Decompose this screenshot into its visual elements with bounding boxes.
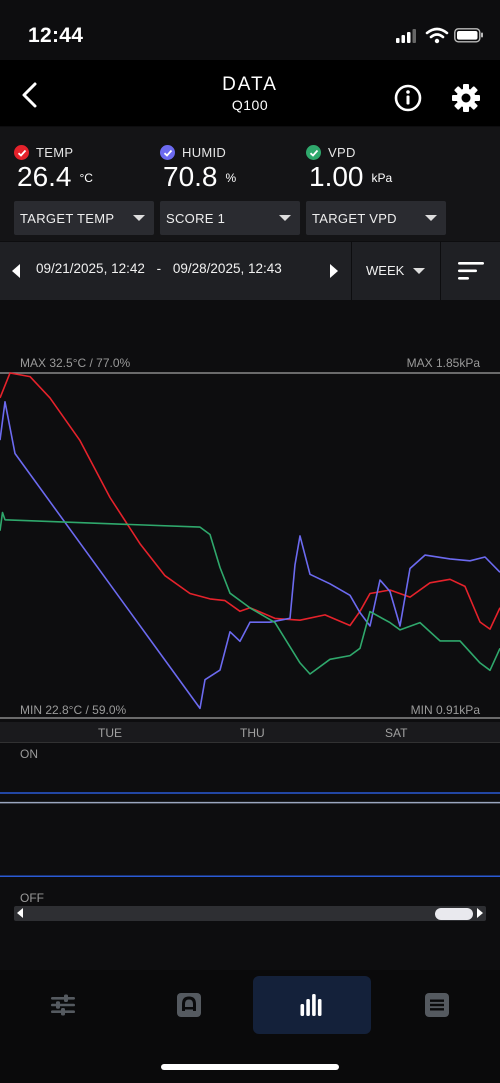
reading-label: TEMP (36, 145, 74, 160)
chart-area[interactable] (0, 302, 500, 722)
reading-label: HUMID (182, 145, 227, 160)
nav-data[interactable] (253, 976, 371, 1034)
gear-icon[interactable] (447, 79, 485, 117)
header-bar (0, 60, 500, 126)
check-icon (160, 145, 175, 160)
next-range-icon[interactable] (318, 242, 350, 300)
reading-value: 70.8 (163, 161, 218, 192)
series-layer (0, 372, 500, 710)
select-label: SCORE 1 (166, 210, 226, 226)
scroll-right-icon[interactable] (475, 907, 485, 919)
day-tick-label: TUE (98, 726, 122, 740)
series-line-humid (0, 400, 500, 710)
divider (440, 242, 441, 300)
target-temp-select[interactable]: TARGET TEMP (14, 201, 154, 235)
home-indicator[interactable] (161, 1064, 339, 1070)
target-vpd-select[interactable]: TARGET VPD (306, 201, 446, 235)
caret-down-icon (133, 215, 145, 221)
series-line-vpd (0, 511, 500, 675)
select-label: TARGET TEMP (20, 210, 115, 226)
sort-icon[interactable] (441, 242, 500, 300)
max-left-label: MAX 32.5°C / 77.0% (20, 356, 131, 370)
on-off-layer (0, 792, 500, 877)
range-start: 09/21/2025, 12:42 (36, 261, 145, 276)
caret-down-icon (279, 215, 291, 221)
reading-value: 1.00 (309, 161, 364, 192)
cellular-signal-icon (396, 29, 416, 43)
nav-device[interactable] (130, 976, 248, 1034)
caret-down-icon (425, 215, 437, 221)
wifi-icon (425, 27, 449, 44)
info-icon[interactable] (390, 80, 426, 116)
page-subtitle: Q100 (231, 97, 269, 113)
day-axis (0, 722, 500, 742)
readings-panel: TEMP 26.4 °C TARGET TEMP HUMID 70.8% SCOR… (0, 127, 500, 241)
select-label: TARGET VPD (312, 210, 397, 226)
score-select[interactable]: SCORE 1 (160, 201, 300, 235)
battery-icon (454, 28, 483, 43)
scroll-left-icon[interactable] (15, 907, 25, 919)
prev-range-icon[interactable] (0, 242, 34, 300)
max-right-label: MAX 1.85kPa (406, 356, 480, 370)
check-icon (14, 145, 29, 160)
caret-down-icon (413, 268, 425, 274)
chart-scrollbar[interactable] (14, 906, 486, 921)
min-left-label: MIN 22.8°C / 59.0% (20, 703, 127, 717)
reading-label: VPD (328, 145, 356, 160)
device-icon (177, 993, 201, 1017)
scroll-thumb[interactable] (435, 908, 473, 920)
reading-value: 26.4 (17, 161, 72, 192)
list-icon (425, 993, 449, 1017)
on-label: ON (20, 747, 38, 761)
period-label: WEEK (366, 263, 405, 278)
page-title: DATA (222, 74, 278, 95)
status-icons (396, 27, 483, 44)
back-icon[interactable] (14, 78, 48, 112)
nav-logs[interactable] (378, 976, 496, 1034)
day-tick-label: SAT (385, 726, 408, 740)
day-tick-label: THU (240, 726, 265, 740)
chart-icon (300, 994, 322, 1016)
divider (351, 242, 352, 300)
range-end: 09/28/2025, 12:43 (172, 261, 282, 276)
series-line-temp (0, 372, 500, 630)
min-right-label: MIN 0.91kPa (410, 703, 480, 717)
reading-unit: °C (79, 171, 93, 185)
status-time: 12:44 (28, 24, 84, 47)
reading-unit: % (225, 171, 237, 185)
off-label: OFF (20, 891, 44, 905)
range-separator: - (156, 261, 162, 276)
nav-controls[interactable] (4, 976, 122, 1034)
check-icon (306, 145, 321, 160)
sliders-icon (51, 994, 75, 1016)
reading-unit: kPa (371, 171, 393, 185)
date-range-text[interactable]: 09/21/2025, 12:42 - 09/28/2025, 12:43 (36, 261, 326, 276)
